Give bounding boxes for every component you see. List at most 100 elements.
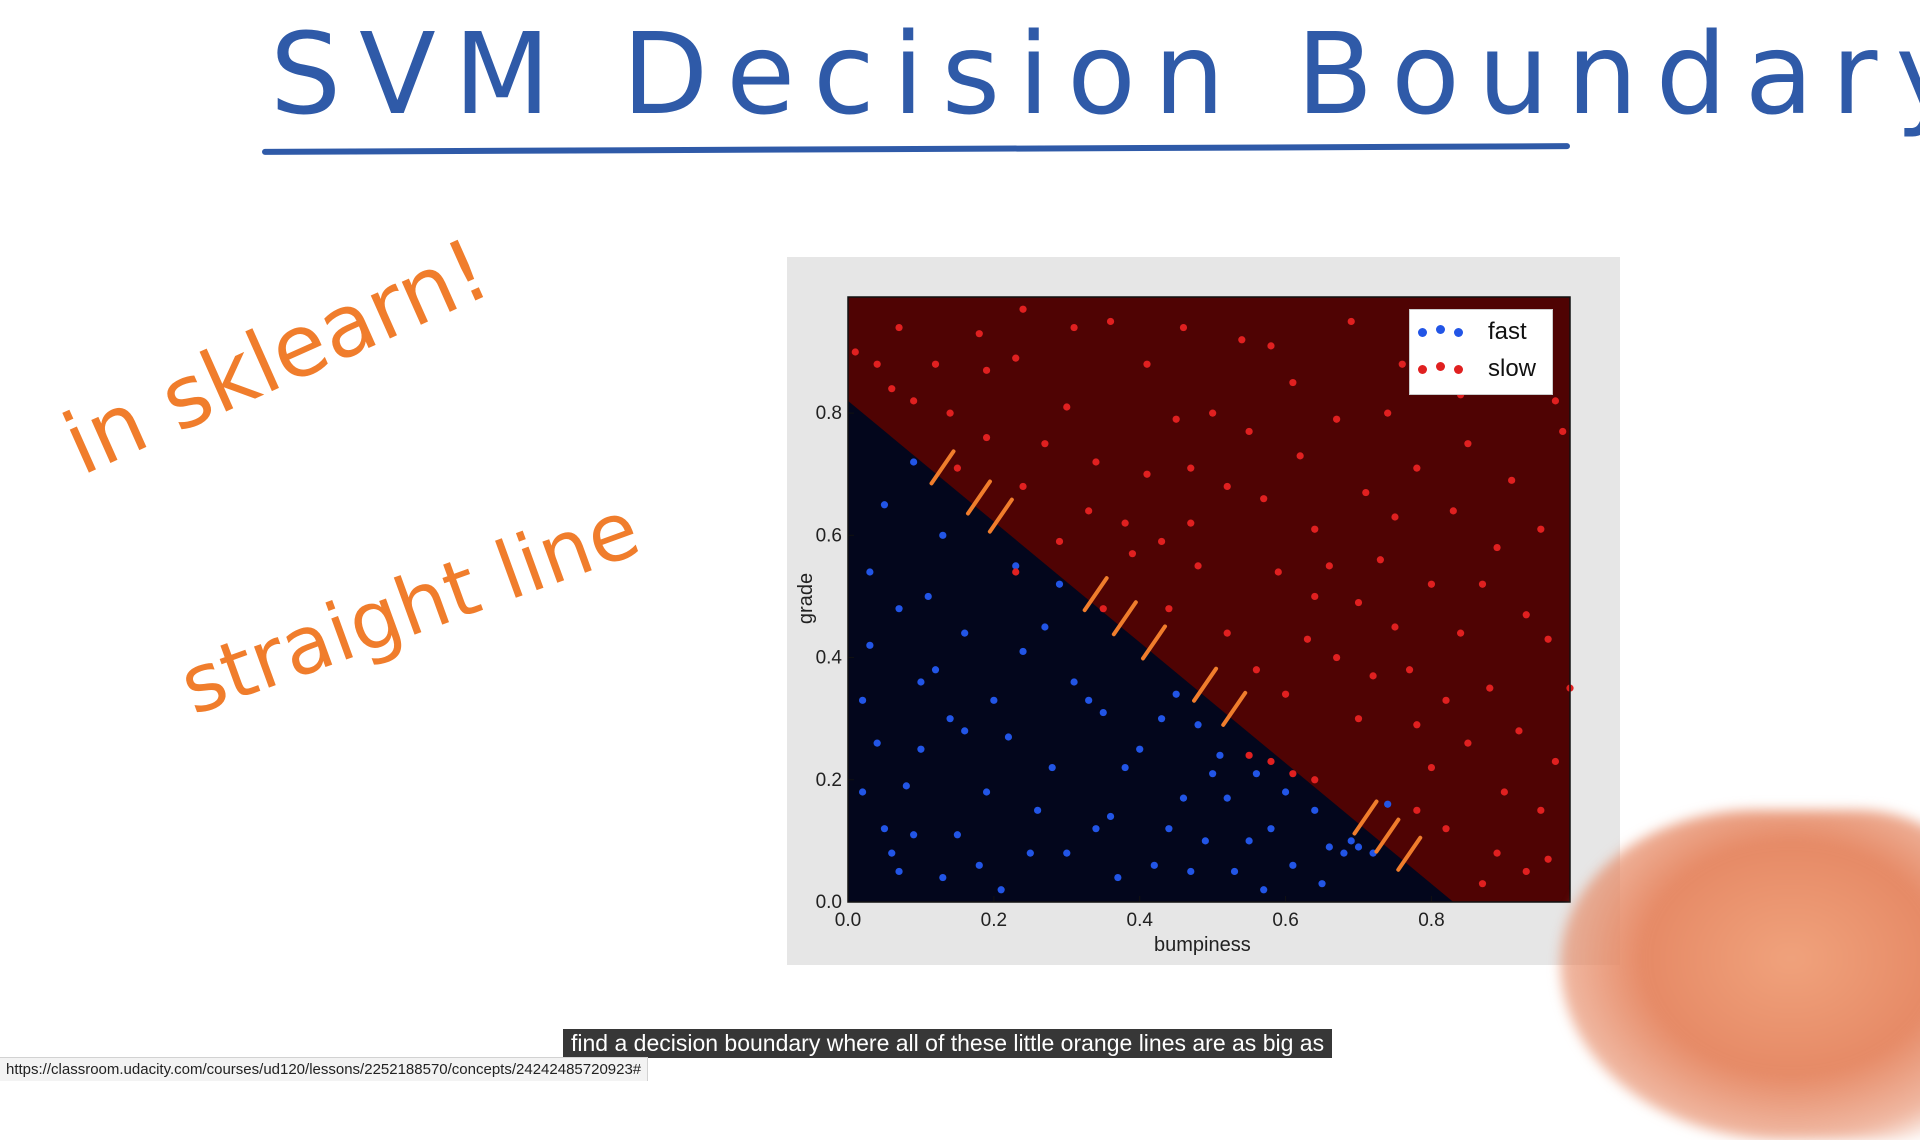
plot-frame: [847, 296, 1571, 903]
point-fast: [1026, 849, 1034, 857]
point-slow: [1449, 507, 1457, 515]
point-fast: [1347, 837, 1355, 845]
point-slow: [1442, 696, 1450, 704]
point-fast: [1281, 788, 1290, 796]
point-slow: [1157, 537, 1166, 546]
y-tick-label: 0.4: [816, 648, 843, 669]
point-slow: [1223, 629, 1231, 637]
point-fast: [895, 605, 903, 613]
point-slow: [1303, 635, 1312, 643]
point-fast: [1223, 794, 1231, 802]
point-fast: [1063, 849, 1071, 857]
legend-label-slow: slow: [1488, 355, 1537, 382]
point-fast: [1048, 763, 1056, 772]
point-fast: [910, 831, 918, 839]
fast-region: [848, 400, 1454, 902]
point-slow: [1143, 360, 1151, 368]
x-tick-label: 0.2: [981, 910, 1007, 931]
point-fast: [990, 696, 998, 704]
point-slow: [1179, 323, 1188, 332]
point-fast: [902, 782, 910, 790]
point-fast: [931, 666, 940, 674]
point-slow: [1106, 317, 1115, 326]
point-fast: [1194, 721, 1202, 729]
point-fast: [1136, 745, 1144, 753]
point-slow: [1274, 568, 1282, 576]
point-slow: [1391, 623, 1399, 631]
decision-regions: [848, 297, 1570, 902]
point-fast: [1354, 843, 1363, 851]
point-slow: [946, 409, 954, 417]
point-fast: [946, 715, 954, 723]
margin-mark: [965, 479, 992, 516]
point-slow: [1537, 525, 1545, 533]
point-fast: [1318, 880, 1326, 888]
point-slow: [1551, 757, 1560, 766]
point-slow: [1289, 770, 1297, 778]
point-slow: [1500, 788, 1508, 796]
margin-mark: [1082, 576, 1109, 613]
x-axis-title: bumpiness: [1154, 934, 1251, 956]
point-fast: [1384, 800, 1392, 808]
point-slow: [1522, 611, 1530, 619]
legend-label-fast: fast: [1488, 318, 1527, 345]
point-slow: [1413, 721, 1421, 729]
point-fast: [1099, 708, 1107, 717]
legend-item-slow: slow: [1410, 353, 1552, 389]
point-fast: [858, 696, 867, 704]
point-fast: [1311, 806, 1319, 814]
point-slow: [1391, 513, 1399, 521]
point-slow: [1311, 592, 1319, 601]
margin-mark: [987, 497, 1014, 534]
point-slow: [1551, 397, 1560, 405]
point-slow: [1384, 409, 1392, 417]
point-slow: [1325, 562, 1333, 570]
point-slow: [1544, 635, 1552, 643]
point-fast: [939, 873, 947, 882]
point-fast: [1260, 886, 1268, 894]
point-slow: [1376, 556, 1384, 564]
point-fast: [1209, 770, 1217, 778]
point-slow: [1099, 605, 1107, 613]
point-slow: [1041, 440, 1049, 448]
point-slow: [1238, 336, 1246, 344]
point-slow: [1354, 598, 1363, 607]
x-tick-label: 0.8: [1418, 910, 1444, 931]
point-fast: [997, 886, 1005, 894]
point-slow: [873, 360, 881, 368]
point-fast: [1070, 678, 1078, 686]
point-fast: [1041, 623, 1049, 631]
margin-mark: [1374, 817, 1401, 854]
margin-mark: [1396, 835, 1423, 872]
x-tick-label: 0.4: [1127, 910, 1154, 931]
point-slow: [1493, 849, 1501, 857]
presenter-hand: [1560, 810, 1920, 1140]
point-slow: [975, 330, 983, 338]
margin-mark: [1141, 624, 1168, 661]
point-slow: [1187, 464, 1195, 472]
point-slow: [1070, 323, 1078, 332]
point-fast: [866, 568, 874, 576]
point-slow: [1347, 317, 1355, 326]
point-fast: [953, 831, 961, 839]
legend-item-fast: fast: [1410, 316, 1552, 352]
point-fast: [1165, 825, 1173, 833]
browser-status-url: https://classroom.udacity.com/courses/ud…: [0, 1057, 649, 1081]
point-fast: [858, 788, 867, 796]
point-fast: [910, 458, 918, 466]
point-slow: [1413, 464, 1421, 472]
point-slow: [1281, 690, 1290, 698]
point-slow: [1515, 727, 1523, 735]
point-slow: [1012, 568, 1020, 576]
legend-marker-fast: [1418, 325, 1468, 340]
point-slow: [1296, 452, 1304, 460]
point-slow: [1245, 427, 1253, 436]
point-slow: [1413, 806, 1421, 814]
point-fast: [1179, 794, 1188, 802]
point-fast: [1004, 733, 1013, 741]
point-slow: [982, 366, 991, 374]
point-slow: [1427, 580, 1436, 588]
point-fast: [895, 867, 903, 876]
point-fast: [1150, 861, 1158, 869]
margin-marks: [929, 449, 1423, 872]
